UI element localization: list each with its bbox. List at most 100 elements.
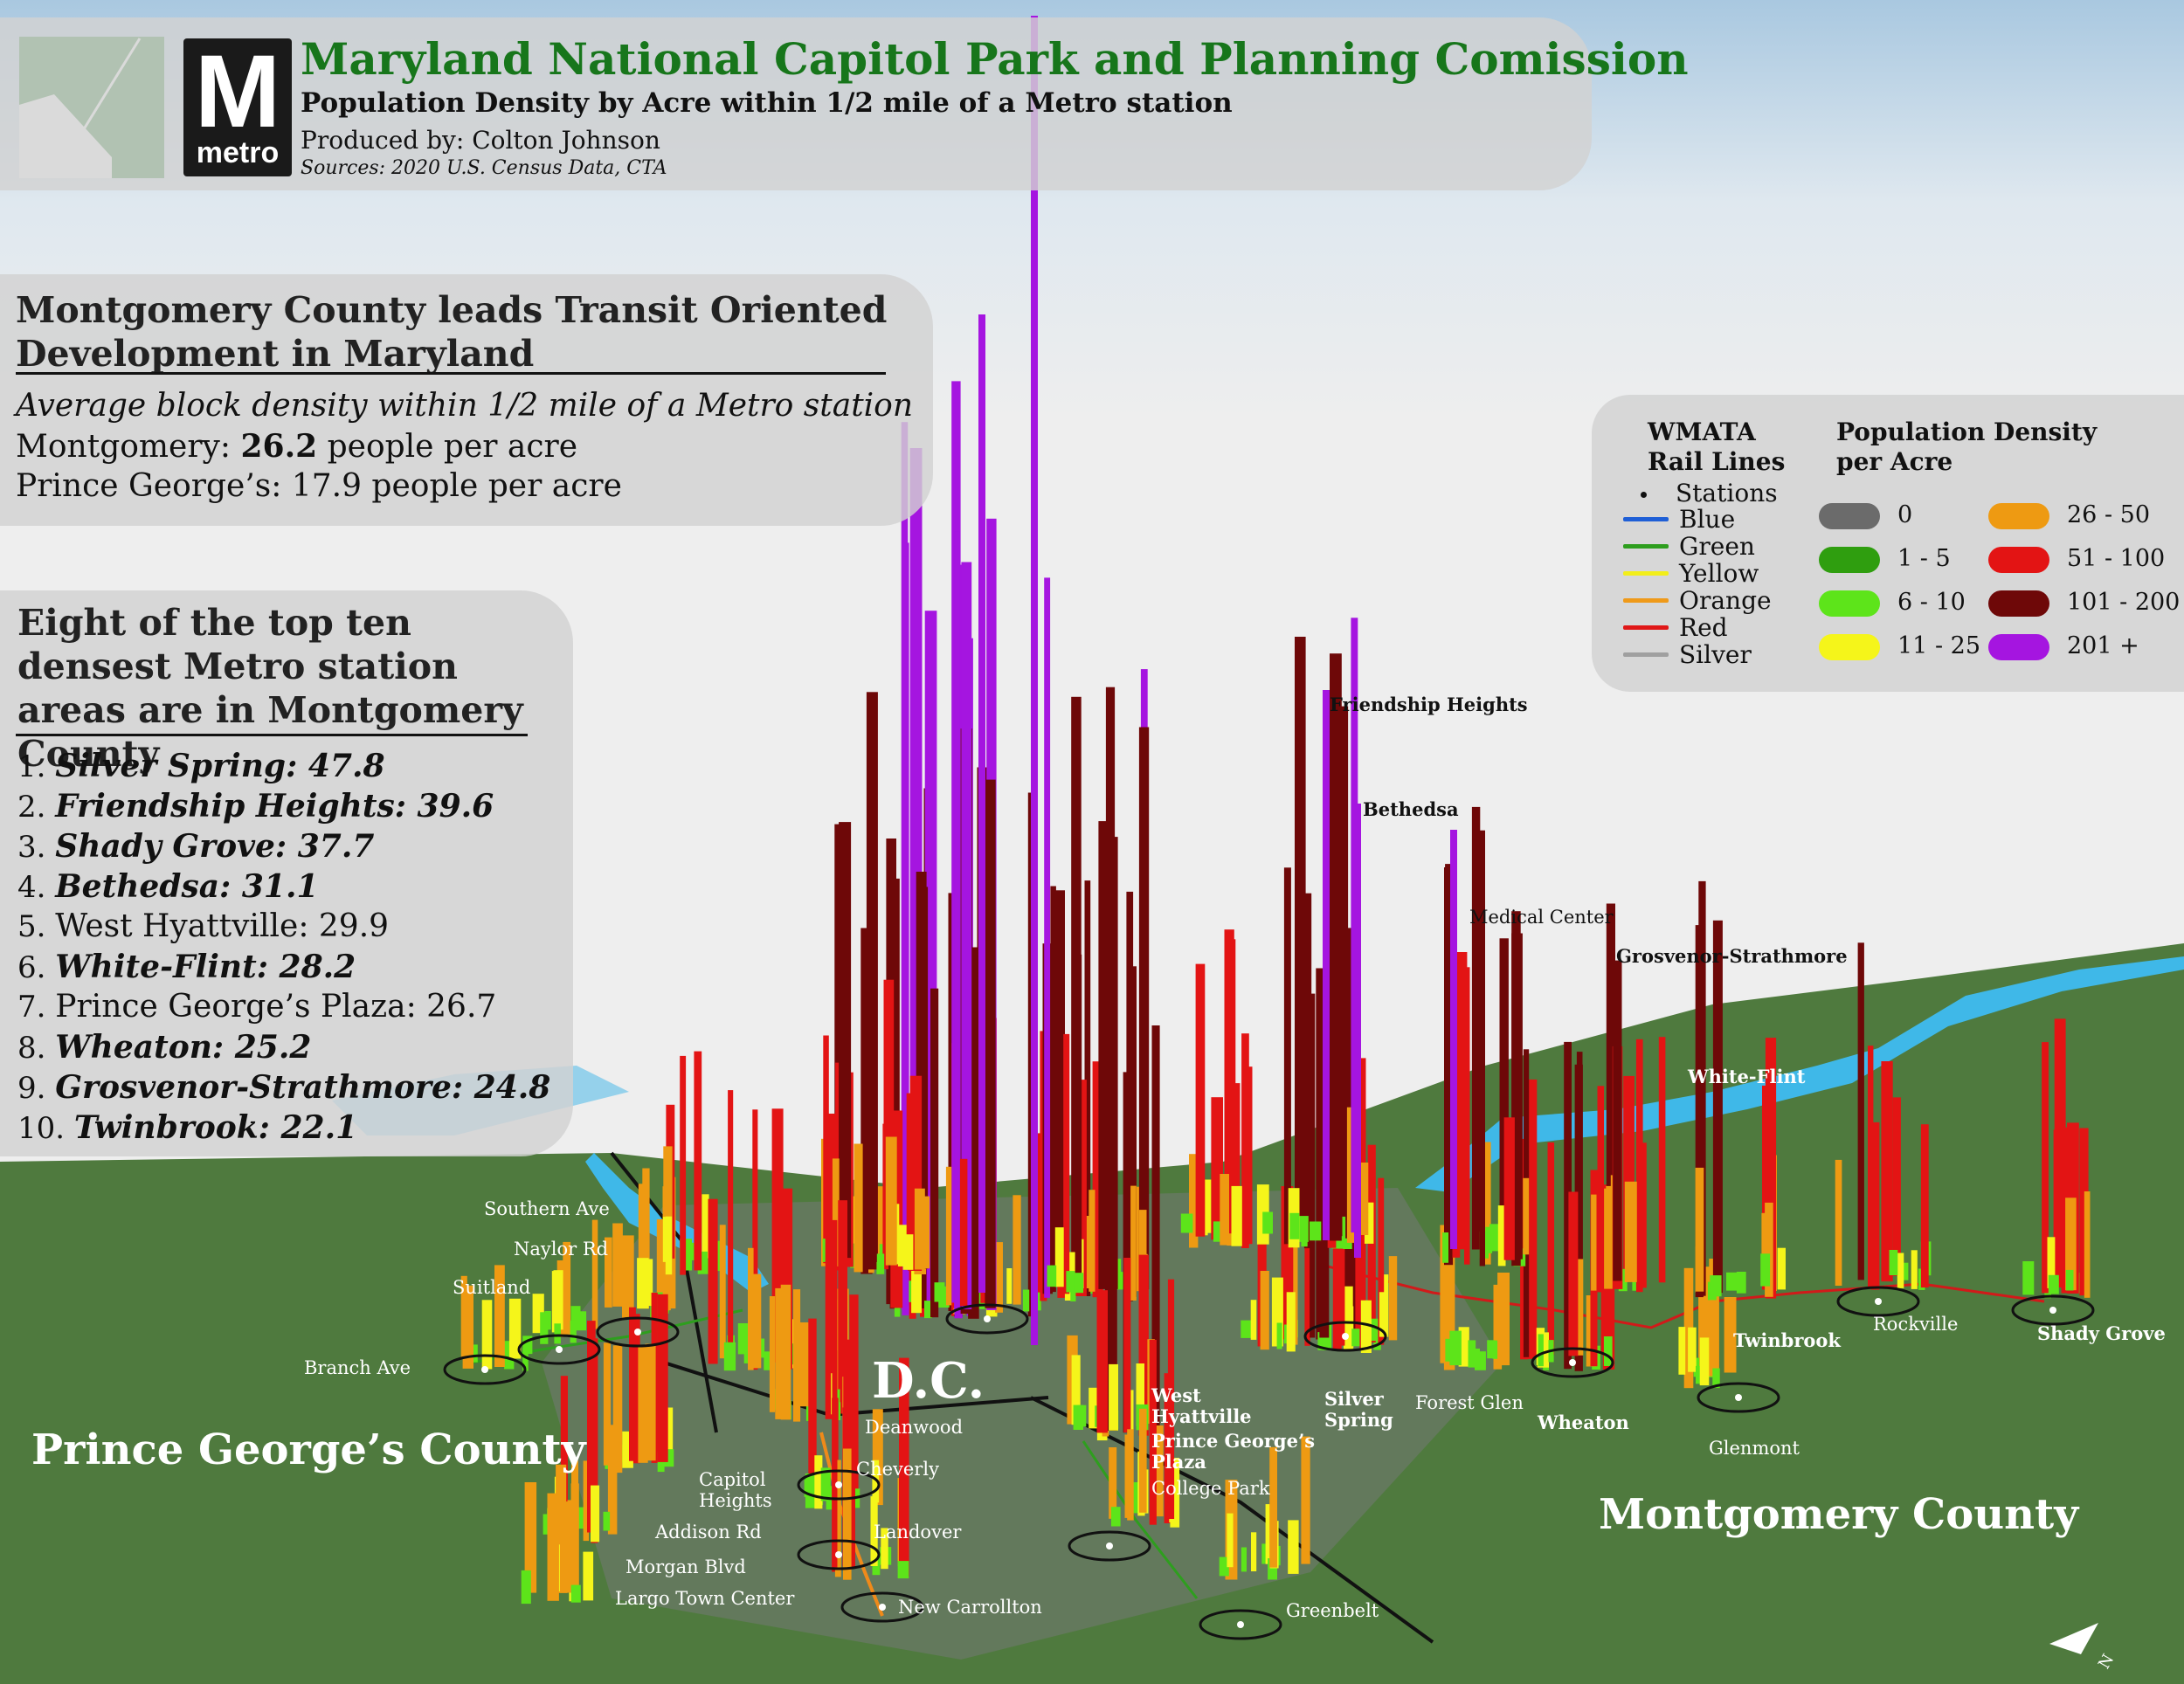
density-bar xyxy=(1698,880,1706,1296)
density-bar xyxy=(1089,1190,1095,1292)
density-bar xyxy=(1444,1338,1450,1362)
legend-density-title-2: per Acre xyxy=(1836,447,1953,476)
density-bar xyxy=(1920,1124,1929,1288)
density-bar xyxy=(748,1247,754,1370)
density-bar xyxy=(637,1258,649,1309)
density-bar xyxy=(723,1342,736,1371)
label-southern-ave: Southern Ave xyxy=(484,1198,610,1219)
density-bar xyxy=(1268,1558,1277,1580)
density-bar xyxy=(1503,1117,1515,1260)
density-bar xyxy=(694,1051,702,1271)
station-rings xyxy=(443,1286,2095,1640)
density-bar xyxy=(629,1307,636,1461)
density-bar xyxy=(1882,1095,1890,1278)
legend-station-dot xyxy=(1641,492,1647,498)
density-bar xyxy=(1471,806,1481,1250)
legend-line-swatch xyxy=(1623,544,1669,549)
density-bar xyxy=(1777,1247,1786,1290)
legend-line-label: Red xyxy=(1679,613,1728,642)
label-friendship-heights: Friendship Heights xyxy=(1330,694,1528,715)
top-ten-item: 4. Bethedsa: 31.1 xyxy=(17,868,319,905)
density-bar xyxy=(1304,1165,1310,1346)
label-branch-ave: Branch Ave xyxy=(304,1357,411,1378)
density-bar xyxy=(1576,1052,1583,1365)
density-bar xyxy=(1044,577,1051,1298)
density-bar xyxy=(769,1296,776,1412)
density-bar xyxy=(1136,1363,1144,1426)
density-bar xyxy=(1303,893,1312,1249)
density-bar xyxy=(1276,1322,1282,1349)
density-bar xyxy=(930,988,939,1318)
legend-lines-title-1: WMATA xyxy=(1648,418,1756,446)
density-bar xyxy=(954,531,960,1312)
top-ten-item: 2. Friendship Heights: 39.6 xyxy=(17,788,494,825)
density-bar xyxy=(1054,890,1065,1285)
density-bar xyxy=(854,1143,863,1273)
density-bar xyxy=(922,1196,930,1269)
density-bar xyxy=(1591,1194,1597,1291)
density-bar xyxy=(1440,1225,1446,1363)
density-bar xyxy=(798,1322,809,1407)
top-ten-item: 5. West Hyattville: 29.9 xyxy=(17,908,389,944)
density-bar xyxy=(885,1136,897,1266)
station-ring xyxy=(1199,1609,1282,1640)
density-bar xyxy=(587,1321,596,1533)
density-bar xyxy=(1364,1202,1374,1244)
density-bar xyxy=(607,1425,618,1535)
density-bar xyxy=(570,1584,581,1603)
density-bar xyxy=(719,1225,726,1359)
tod-subheading: Average block density within 1/2 mile of… xyxy=(16,388,914,424)
density-bar xyxy=(1678,1327,1686,1375)
density-bar xyxy=(2065,1269,2074,1291)
density-bar xyxy=(1022,1289,1030,1312)
density-bar xyxy=(1224,929,1234,1234)
station-dot xyxy=(879,1604,886,1611)
density-bar xyxy=(1189,1154,1199,1248)
density-bar xyxy=(1606,903,1615,1287)
label-forest-glen: Forest Glen xyxy=(1415,1392,1524,1413)
top-ten-divider xyxy=(16,734,528,736)
station-ring xyxy=(443,1354,527,1385)
station-ring xyxy=(596,1316,680,1348)
density-bar xyxy=(554,1323,561,1344)
density-bar xyxy=(838,1200,847,1414)
top-ten-rank: 1. xyxy=(17,749,56,784)
density-bar xyxy=(521,1570,531,1605)
density-bar xyxy=(924,1301,932,1319)
density-bar xyxy=(1487,1340,1496,1359)
density-bar xyxy=(839,822,852,1259)
station-ring xyxy=(1303,1321,1387,1352)
density-bar xyxy=(1301,1436,1310,1564)
top-ten-item: 3. Shady Grove: 37.7 xyxy=(17,828,374,865)
tod-montgomery-line: Montgomery: 26.2 people per acre xyxy=(16,428,577,465)
density-bar xyxy=(638,1346,648,1463)
density-bar xyxy=(689,1242,697,1260)
density-bar xyxy=(560,1376,568,1532)
density-bar xyxy=(1641,1142,1647,1288)
pg-county-label: Prince George’s County xyxy=(31,1425,586,1474)
density-bar xyxy=(1241,1066,1253,1245)
density-bar xyxy=(1479,830,1485,1266)
top-ten-rank: 2. xyxy=(17,790,56,825)
station-ring xyxy=(840,1591,924,1623)
map-subtitle: Population Density by Acre within 1/2 mi… xyxy=(301,87,1233,119)
density-bars xyxy=(460,16,2091,1605)
density-bar xyxy=(1110,1507,1121,1527)
density-bar xyxy=(1310,1221,1322,1241)
density-bar xyxy=(583,1551,594,1601)
density-bar xyxy=(1624,1181,1637,1282)
label-largo-town-center: Largo Town Center xyxy=(615,1588,795,1609)
density-bar xyxy=(622,1235,634,1318)
legend-density-swatch xyxy=(1988,503,2049,529)
density-bar xyxy=(1317,1332,1327,1350)
density-bar xyxy=(645,1343,656,1461)
density-bar xyxy=(1710,1275,1722,1297)
density-bar xyxy=(663,1146,673,1267)
density-bar xyxy=(1164,1373,1171,1523)
density-bar xyxy=(1149,1339,1157,1525)
density-bar xyxy=(1564,1041,1572,1370)
top-ten-name: Twinbrook: 22.1 xyxy=(73,1109,358,1146)
density-bar xyxy=(906,1093,913,1269)
density-bar xyxy=(1301,1225,1308,1247)
top-ten-name: Wheaton: 25.2 xyxy=(55,1029,312,1066)
